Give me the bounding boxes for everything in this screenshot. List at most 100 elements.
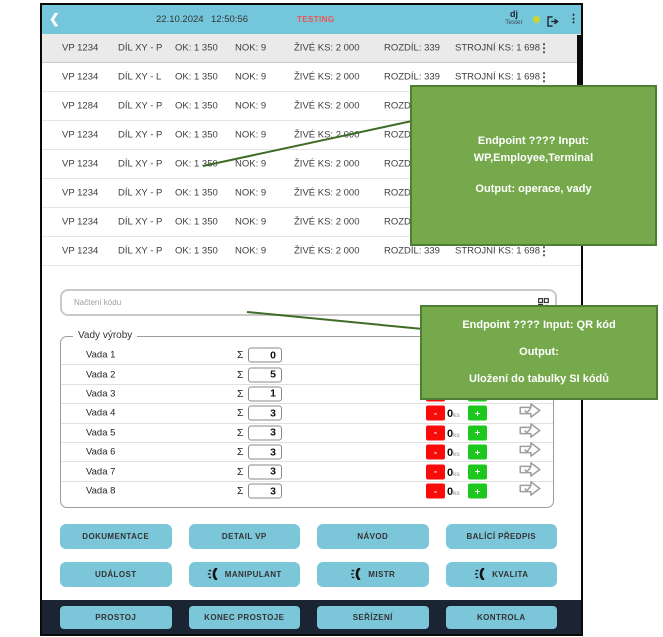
annotation-line: WP,Employee,Terminal: [473, 152, 594, 164]
mistr-call-button[interactable]: MISTR: [317, 562, 429, 587]
serizeni-button[interactable]: SEŘÍZENÍ: [317, 606, 429, 629]
row-menu-icon[interactable]: ⋮: [538, 244, 550, 258]
annotation-line: Endpoint ???? Input:: [477, 135, 590, 147]
defect-decrement-button[interactable]: -: [426, 405, 445, 421]
scrollbar-thumb[interactable]: [577, 35, 583, 92]
user-block: dj Tester: [500, 9, 528, 27]
defect-row: Vada 7 Σ - 0ks +: [61, 461, 553, 482]
defect-decrement-button[interactable]: -: [426, 425, 445, 441]
table-row[interactable]: VP 1234 DÍL XY - P OK: 1 350 NOK: 9 ŽIVÉ KS:…: [42, 34, 581, 63]
button-label: BALÍCÍ PŘEDPIS: [466, 532, 537, 541]
defect-label: Vada 3: [86, 388, 116, 400]
konec-prostoje-button[interactable]: KONEC PROSTOJE: [188, 606, 300, 629]
call-phone-icon: [207, 567, 219, 582]
user-role: Tester: [505, 19, 523, 26]
cell-live: ŽIVÉ KS: 2 000: [294, 71, 360, 83]
defect-sum-input[interactable]: [248, 367, 282, 383]
sigma-symbol: Σ: [237, 446, 244, 459]
defect-decrement-button[interactable]: -: [426, 464, 445, 480]
bottom-button-row: PROSTOJ KONEC PROSTOJE SEŘÍZENÍ KONTROLA: [60, 606, 557, 629]
udalost-button[interactable]: UDÁLOST: [60, 562, 172, 587]
cell-vp: VP 1234: [62, 187, 99, 199]
balici-predpis-button[interactable]: BALÍCÍ PŘEDPIS: [445, 524, 557, 549]
back-chevron-icon[interactable]: ❮: [49, 11, 60, 26]
sigma-symbol: Σ: [237, 368, 244, 381]
defect-sum-input[interactable]: [248, 483, 282, 499]
dokumentace-button[interactable]: DOKUMENTACE: [60, 524, 172, 549]
counter-unit: ks: [453, 451, 460, 459]
defect-confirm-arrow-icon[interactable]: [519, 422, 541, 443]
defect-confirm-arrow-icon[interactable]: [519, 481, 541, 502]
environment-badge: TESTING: [297, 15, 335, 24]
defect-sum-input[interactable]: [248, 347, 282, 363]
cell-live: ŽIVÉ KS: 2 000: [294, 42, 360, 54]
top-bar: ❮ 22.10.2024 12:50:56 TESTING dj Tester …: [42, 5, 581, 34]
defect-increment-button[interactable]: +: [468, 425, 487, 441]
defect-sum-input[interactable]: [248, 444, 282, 460]
defect-label: Vada 6: [86, 446, 116, 458]
kvalita-call-button[interactable]: KVALITA: [445, 562, 557, 587]
cell-ok: OK: 1 350: [175, 158, 218, 170]
cell-ok: OK: 1 350: [175, 245, 218, 257]
cell-part: DÍL XY - P: [118, 158, 163, 170]
row-menu-icon[interactable]: ⋮: [538, 41, 550, 55]
defect-label: Vada 4: [86, 407, 116, 419]
defect-increment-button[interactable]: +: [468, 483, 487, 499]
bottom-bar: PROSTOJ KONEC PROSTOJE SEŘÍZENÍ KONTROLA: [42, 600, 581, 634]
cell-part: DÍL XY - L: [118, 71, 162, 83]
defect-label: Vada 1: [86, 349, 116, 361]
status-dot: [533, 16, 540, 23]
header-menu-icon[interactable]: ⋮: [568, 13, 579, 25]
cell-nok: NOK: 9: [235, 71, 267, 83]
defect-counter: 0ks: [447, 443, 460, 461]
cell-nok: NOK: 9: [235, 158, 267, 170]
cell-live: ŽIVÉ KS: 2 000: [294, 100, 360, 112]
defect-confirm-arrow-icon[interactable]: [519, 461, 541, 482]
manipulant-call-button[interactable]: MANIPULANT: [188, 562, 300, 587]
cell-ok: OK: 1 350: [175, 71, 218, 83]
defect-increment-button[interactable]: +: [468, 464, 487, 480]
defect-sum-input[interactable]: [248, 386, 282, 402]
defect-sum-input[interactable]: [248, 405, 282, 421]
sigma-symbol: Σ: [237, 349, 244, 362]
cell-vp: VP 1234: [62, 245, 99, 257]
sigma-symbol: Σ: [237, 387, 244, 400]
kontrola-button[interactable]: KONTROLA: [445, 606, 557, 629]
cell-diff: ROZDÍL: 339: [384, 245, 440, 257]
button-label: MANIPULANT: [224, 570, 282, 579]
defect-confirm-arrow-icon[interactable]: [519, 442, 541, 463]
cell-part: DÍL XY - P: [118, 42, 163, 54]
defects-panel: Vady výroby Vada 1 Σ - 0ks + Vada 2 Σ - …: [60, 330, 554, 508]
defects-panel-legend: Vady výroby: [73, 330, 138, 341]
counter-value: 0: [447, 486, 454, 499]
button-label: DETAIL VP: [221, 532, 267, 541]
logout-icon[interactable]: [547, 14, 560, 32]
defect-decrement-button[interactable]: -: [426, 483, 445, 499]
counter-value: 0: [447, 427, 454, 440]
defect-increment-button[interactable]: +: [468, 405, 487, 421]
cell-ok: OK: 1 350: [175, 129, 218, 141]
counter-value: 0: [447, 408, 454, 421]
annotation-line: Endpoint ???? Input: QR kód: [462, 319, 616, 331]
annotation-box-endpoint-operations: Endpoint ???? Input: WP,Employee,Termina…: [410, 85, 657, 246]
button-label: KONEC PROSTOJE: [204, 613, 285, 622]
cell-part: DÍL XY - P: [118, 245, 163, 257]
header-date: 22.10.2024: [156, 14, 204, 25]
sigma-symbol: Σ: [237, 485, 244, 498]
cell-ok: OK: 1 350: [175, 187, 218, 199]
prostoj-button[interactable]: PROSTOJ: [60, 606, 172, 629]
annotation-line: Uložení do tabulky SI kódů: [469, 373, 609, 385]
defect-confirm-arrow-icon[interactable]: [519, 403, 541, 424]
cell-ok: OK: 1 350: [175, 100, 218, 112]
defect-sum-input[interactable]: [248, 425, 282, 441]
row-menu-icon[interactable]: ⋮: [538, 70, 550, 84]
navod-button[interactable]: NÁVOD: [317, 524, 429, 549]
cell-part: DÍL XY - P: [118, 187, 163, 199]
defect-decrement-button[interactable]: -: [426, 444, 445, 460]
cell-vp: VP 1284: [62, 100, 99, 112]
annotation-line: Output:: [519, 346, 559, 358]
defect-increment-button[interactable]: +: [468, 444, 487, 460]
cell-part: DÍL XY - P: [118, 129, 163, 141]
defect-sum-input[interactable]: [248, 464, 282, 480]
detail-vp-button[interactable]: DETAIL VP: [188, 524, 300, 549]
